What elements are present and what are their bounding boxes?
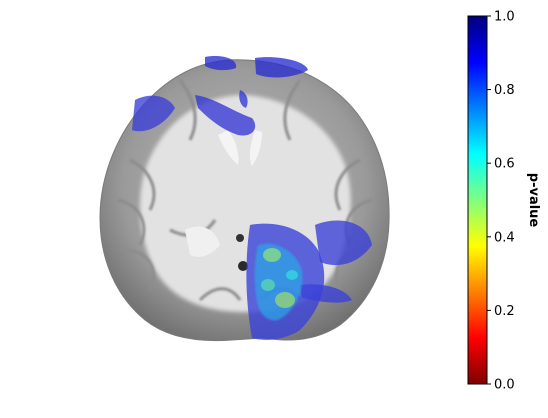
colorbar-tick-label: 0.2 bbox=[494, 304, 515, 319]
overlay-low-pvalue-cluster bbox=[246, 223, 325, 340]
colorbar-tick-label: 0.0 bbox=[494, 378, 515, 393]
colorbar-tick-label: 1.0 bbox=[494, 10, 515, 25]
colorbar-tick-label: 0.4 bbox=[494, 230, 515, 245]
colorbar-ticks: 0.0 0.2 0.4 0.6 0.8 1.0 bbox=[487, 10, 515, 393]
brain-axial-slice-image bbox=[99, 56, 390, 342]
colorbar-tick-label: 0.8 bbox=[494, 83, 515, 98]
colorbar-tick-label: 0.6 bbox=[494, 157, 515, 172]
colorbar: 0.0 0.2 0.4 0.6 0.8 1.0 p-value bbox=[467, 10, 541, 393]
colorbar-title: p-value bbox=[526, 173, 541, 228]
colorbar-gradient bbox=[467, 15, 488, 385]
